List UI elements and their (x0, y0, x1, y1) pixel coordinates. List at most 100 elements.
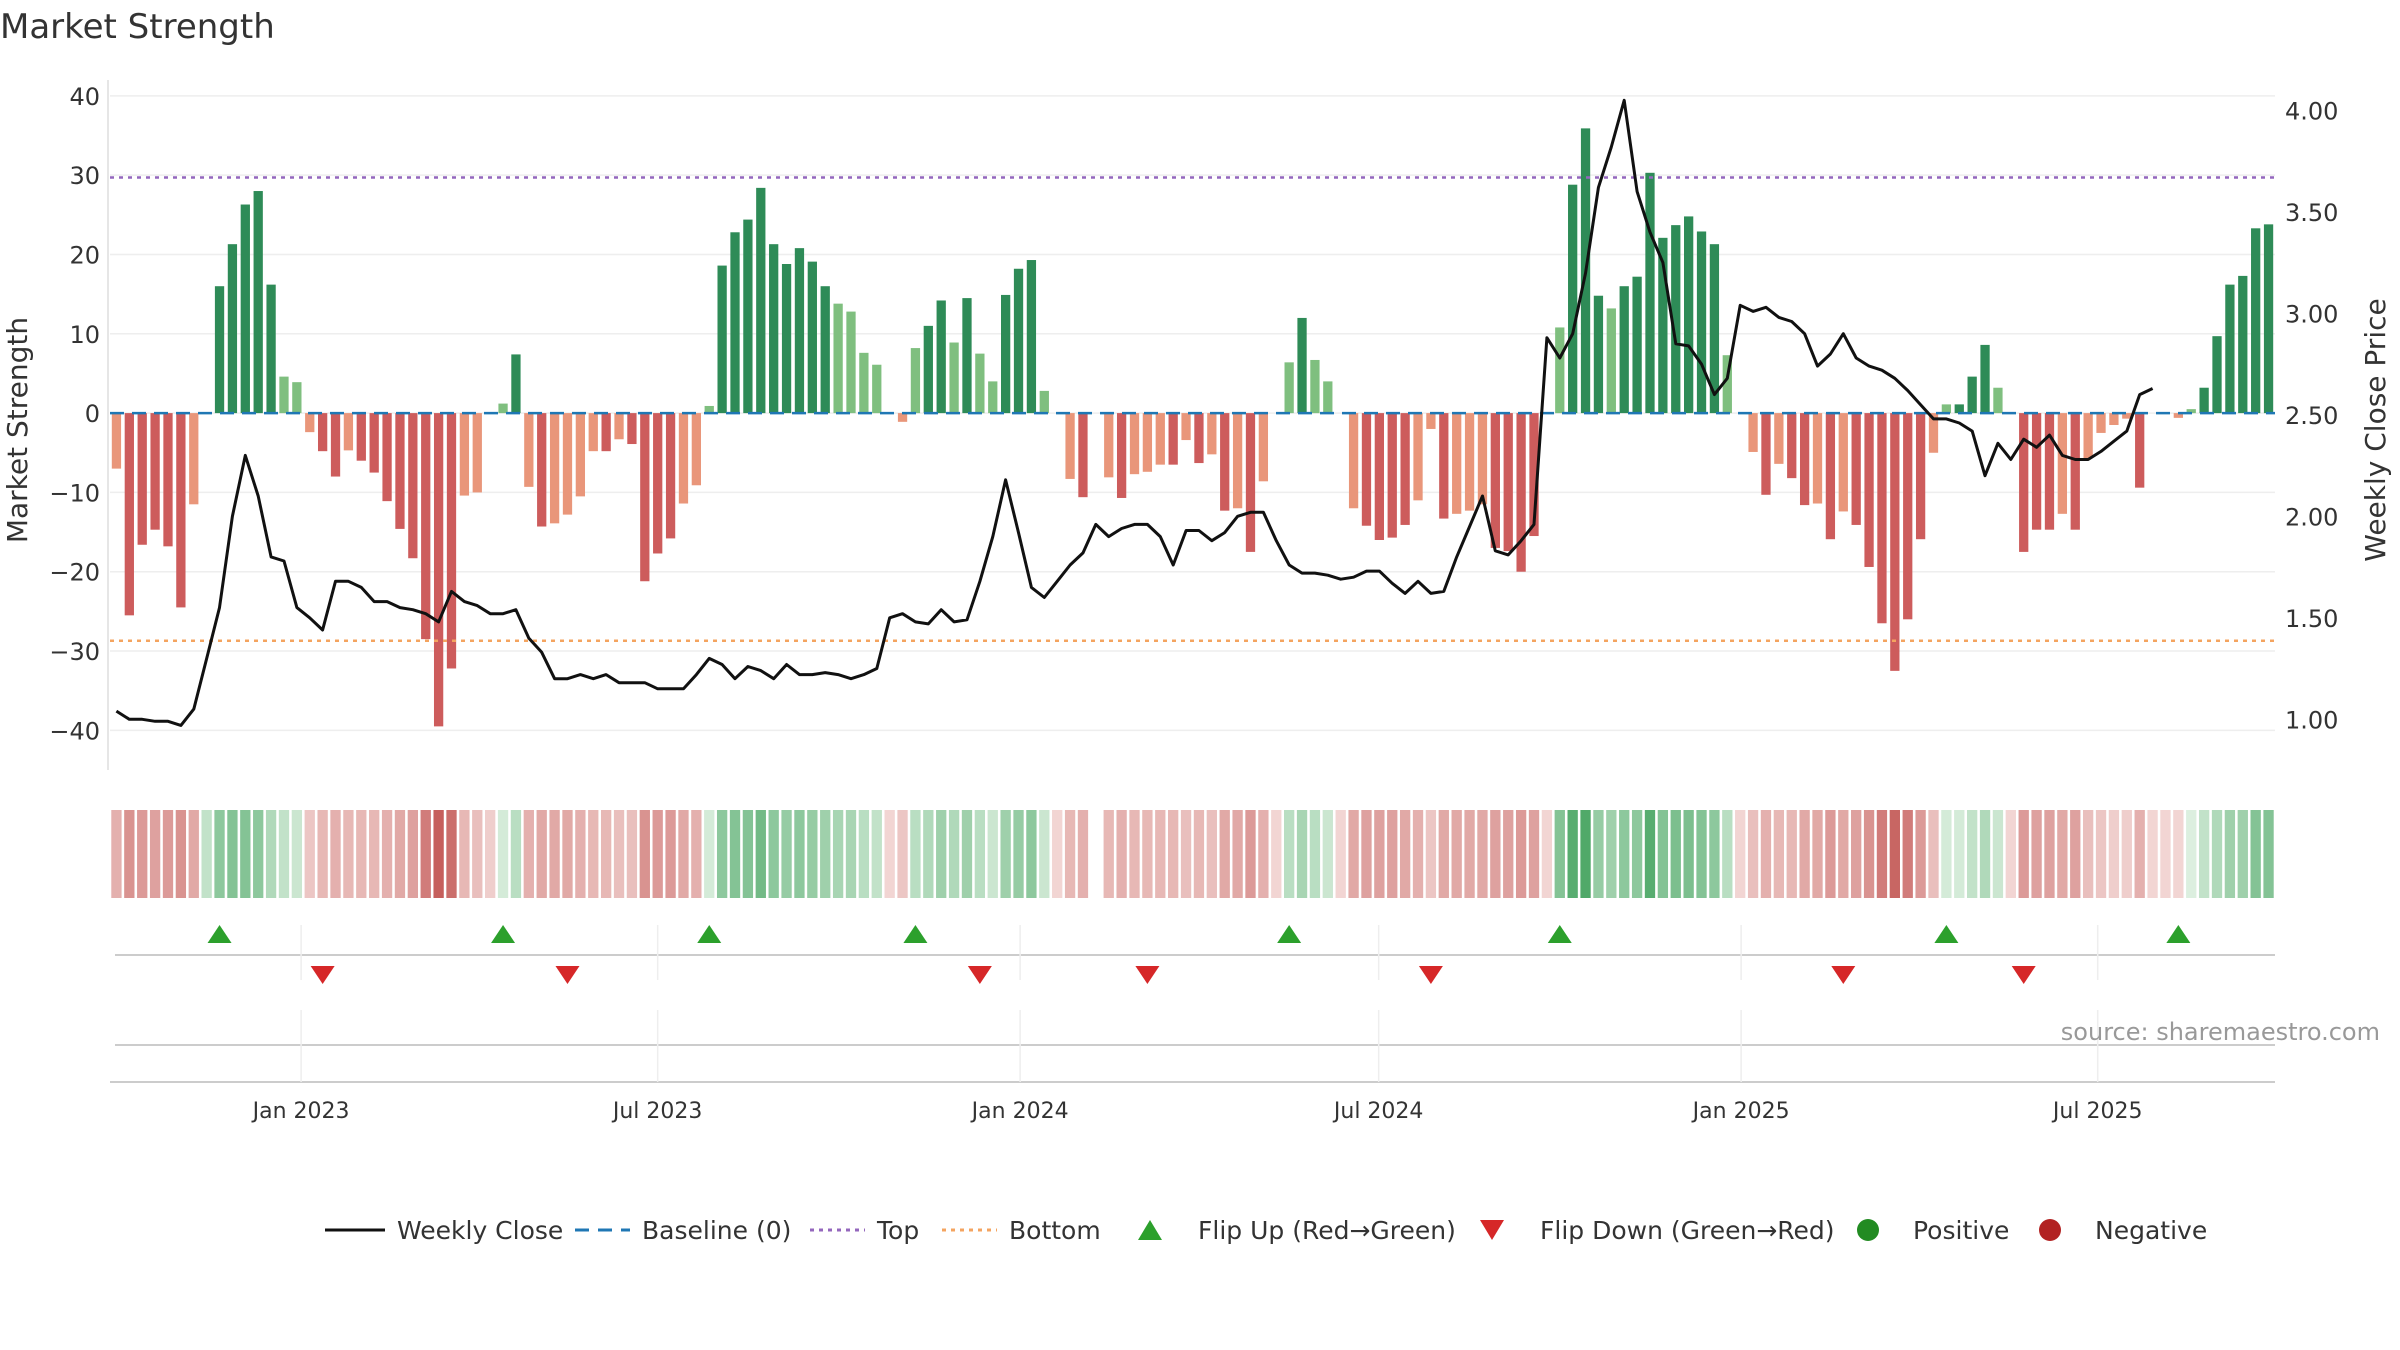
y-right-tick-label: 3.00 (2285, 300, 2338, 328)
heat-cell (1258, 810, 1269, 898)
strength-bar (2070, 413, 2080, 530)
legend: Weekly Close Baseline (0) Top Bottom Flip Up… (325, 1216, 2207, 1245)
flip-up-marker (903, 925, 928, 943)
heat-cell (1760, 810, 1772, 898)
heat-cell (1103, 810, 1114, 898)
strength-bar (1155, 413, 1165, 465)
heat-cell (1077, 810, 1089, 898)
heat-cell (420, 810, 431, 898)
heat-cell (111, 810, 122, 898)
heat-cell (1722, 810, 1733, 898)
heat-cell (2160, 810, 2171, 898)
heat-cell (497, 810, 509, 898)
lower-panel (110, 1044, 2275, 1083)
heat-cell (974, 810, 986, 898)
heat-cell (1631, 810, 1643, 898)
flip-down-marker (310, 966, 335, 984)
strength-heat-strip (111, 810, 2274, 898)
heat-cell (1644, 810, 1656, 898)
heat-cell (652, 810, 663, 898)
heat-cell (1696, 810, 1707, 898)
strength-bar (1812, 413, 1823, 504)
strength-bar (330, 413, 341, 477)
heat-cell (317, 810, 328, 898)
legend-label: Top (876, 1216, 919, 1245)
strength-bar (588, 413, 598, 452)
heat-cell (858, 810, 870, 898)
strength-bar (1361, 413, 1372, 526)
heat-cell (330, 810, 341, 898)
strength-bar (820, 286, 830, 414)
strength-bar (382, 413, 392, 502)
heat-cell (2198, 810, 2210, 898)
legend-swatch (1480, 1220, 1504, 1240)
strength-bar (1555, 327, 1565, 414)
heat-cell (1786, 810, 1797, 898)
x-tick-label: Jul 2025 (2051, 1099, 2143, 1124)
strength-bar (1606, 308, 1616, 414)
heat-cell (2044, 810, 2055, 898)
strength-bar (124, 413, 134, 616)
heat-cell (1941, 810, 1952, 898)
heat-cell (832, 810, 844, 898)
strength-bar (2083, 413, 2093, 459)
strength-bar (1374, 413, 1384, 540)
strength-bar (614, 413, 624, 440)
strength-bar (665, 413, 676, 539)
strength-bar (923, 325, 933, 414)
heat-cell (678, 810, 689, 898)
heat-cell (768, 810, 779, 898)
strength-bar (1825, 413, 1836, 540)
strength-bar (2135, 413, 2145, 488)
heat-cell (1580, 810, 1591, 898)
legend-label: Flip Up (Red→Green) (1198, 1216, 1456, 1245)
heat-cell (1825, 810, 1836, 898)
heat-cell (265, 810, 277, 898)
heat-cell (845, 810, 857, 898)
strength-bar (1774, 413, 1784, 464)
strength-bar (266, 284, 276, 414)
flip-up-marker (2166, 925, 2191, 943)
heat-cell (2031, 810, 2042, 898)
heat-cell (1902, 810, 1913, 898)
strength-bar (562, 413, 573, 515)
heat-cell (1876, 810, 1888, 898)
heat-cell (897, 810, 908, 898)
y-left-tick-label: −10 (49, 479, 100, 507)
strength-bar (2044, 413, 2055, 530)
heat-cell (459, 810, 470, 898)
strength-bar (730, 232, 740, 414)
heat-cell (1567, 810, 1578, 898)
strength-bar (743, 219, 753, 414)
strength-bar (988, 381, 998, 414)
y-axis-left-ticks: 40 30 20 10 0 −10 −20 −30 −40 (49, 83, 100, 745)
strength-bar (1207, 413, 1217, 455)
strength-bar (1696, 231, 1707, 414)
heat-cell (1438, 810, 1449, 898)
heat-cell (1039, 810, 1050, 898)
strength-bar (1980, 344, 1990, 414)
strength-bar (1464, 413, 1475, 511)
strength-bar (1722, 355, 1732, 414)
strength-bar (1116, 413, 1127, 498)
heat-cell (588, 810, 599, 898)
x-tick-label: Jan 2023 (251, 1099, 350, 1124)
heat-cell (369, 810, 380, 898)
strength-bar (1426, 413, 1436, 429)
strength-bar (163, 413, 173, 547)
y-right-tick-label: 2.00 (2285, 503, 2338, 531)
heat-cell (1657, 810, 1669, 898)
heat-cell (1954, 810, 1965, 898)
strength-bar (214, 286, 225, 414)
heat-cell (1193, 810, 1205, 898)
legend-label: Weekly Close (397, 1216, 563, 1245)
heat-cell (2018, 810, 2029, 898)
heat-cell (1361, 810, 1372, 898)
strength-bar (1928, 413, 1939, 453)
strength-bar (1864, 413, 1874, 567)
strength-bar (859, 352, 869, 414)
heat-cell (343, 810, 354, 898)
heat-cell (2057, 810, 2068, 898)
heat-cell (716, 810, 728, 898)
